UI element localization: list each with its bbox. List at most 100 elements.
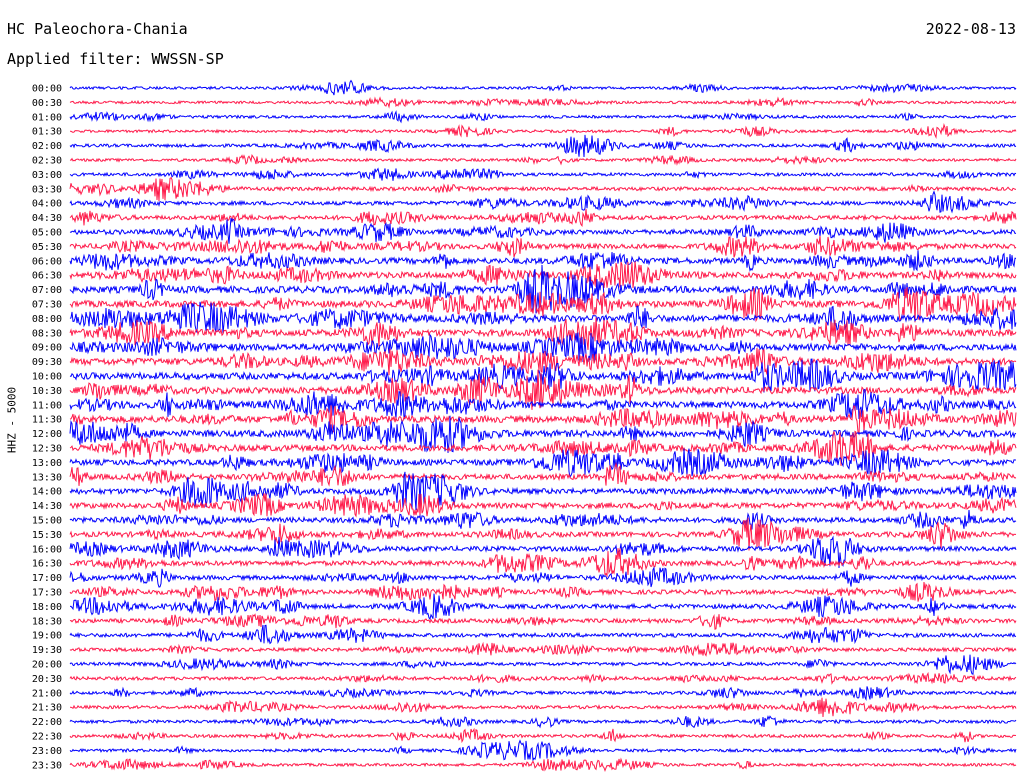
time-tick-label: 17:30 bbox=[32, 588, 62, 599]
station-title: HC Paleochora-Chania bbox=[7, 20, 188, 38]
seismic-trace bbox=[69, 517, 1017, 551]
time-tick-label: 17:00 bbox=[32, 573, 62, 584]
seismic-trace bbox=[69, 96, 1017, 109]
time-tick-label: 21:30 bbox=[32, 703, 62, 714]
time-tick-label: 09:00 bbox=[32, 343, 62, 354]
time-tick-label: 04:00 bbox=[32, 199, 62, 210]
time-tick-label: 03:00 bbox=[32, 170, 62, 181]
seismic-trace bbox=[69, 209, 1017, 227]
seismic-trace bbox=[69, 176, 1017, 202]
seismic-trace bbox=[69, 430, 1017, 466]
seismic-trace bbox=[69, 471, 1017, 511]
time-tick-label: 10:30 bbox=[32, 386, 62, 397]
seismic-trace bbox=[69, 358, 1017, 393]
seismic-trace bbox=[69, 671, 1017, 685]
time-tick-label: 00:00 bbox=[32, 84, 62, 95]
seismic-trace bbox=[69, 301, 1017, 334]
seismic-trace bbox=[69, 510, 1017, 530]
seismic-trace bbox=[69, 250, 1017, 272]
time-tick-label: 21:00 bbox=[32, 688, 62, 699]
seismic-trace bbox=[69, 264, 1017, 314]
time-tick-label: 22:00 bbox=[32, 717, 62, 728]
seismic-trace bbox=[69, 287, 1017, 323]
seismic-trace bbox=[69, 739, 1017, 762]
seismic-trace bbox=[69, 347, 1017, 376]
time-tick-label: 23:00 bbox=[32, 746, 62, 757]
time-tick-label: 20:00 bbox=[32, 660, 62, 671]
seismic-trace bbox=[69, 715, 1017, 729]
seismic-trace bbox=[69, 581, 1017, 602]
seismic-trace bbox=[69, 134, 1017, 158]
time-tick-label: 07:30 bbox=[32, 300, 62, 311]
seismic-trace bbox=[69, 613, 1017, 630]
time-tick-label: 01:30 bbox=[32, 127, 62, 138]
seismic-trace bbox=[69, 548, 1017, 578]
seismic-trace bbox=[69, 493, 1017, 518]
time-tick-label: 14:30 bbox=[32, 501, 62, 512]
time-tick-label: 02:00 bbox=[32, 141, 62, 152]
seismic-trace bbox=[69, 535, 1017, 569]
time-tick-label: 13:30 bbox=[32, 472, 62, 483]
time-tick-label: 08:30 bbox=[32, 328, 62, 339]
time-tick-label: 23:30 bbox=[32, 760, 62, 771]
time-tick-label: 12:30 bbox=[32, 444, 62, 455]
time-tick-label: 15:00 bbox=[32, 516, 62, 527]
seismic-trace bbox=[69, 566, 1017, 588]
time-tick-label: 05:30 bbox=[32, 242, 62, 253]
time-tick-label: 12:00 bbox=[32, 429, 62, 440]
time-tick-label: 03:30 bbox=[32, 184, 62, 195]
seismic-trace bbox=[69, 654, 1017, 675]
time-tick-label: 07:00 bbox=[32, 285, 62, 296]
seismic-trace bbox=[69, 79, 1017, 96]
time-tick-label: 20:30 bbox=[32, 674, 62, 685]
time-tick-label: 22:30 bbox=[32, 732, 62, 743]
time-tick-label: 11:00 bbox=[32, 400, 62, 411]
seismic-trace bbox=[69, 404, 1017, 436]
time-tick-label: 18:00 bbox=[32, 602, 62, 613]
time-tick-label: 16:30 bbox=[32, 559, 62, 570]
seismic-trace bbox=[69, 641, 1017, 657]
time-tick-label: 19:00 bbox=[32, 631, 62, 642]
seismic-trace bbox=[69, 593, 1017, 620]
seismic-trace bbox=[70, 697, 1017, 718]
time-tick-label: 15:30 bbox=[32, 530, 62, 541]
time-tick-label: 18:30 bbox=[32, 616, 62, 627]
seismic-trace bbox=[69, 727, 1017, 744]
time-tick-label: 05:00 bbox=[32, 228, 62, 239]
seismic-trace bbox=[69, 388, 1017, 420]
time-tick-label: 06:30 bbox=[32, 271, 62, 282]
seismic-trace bbox=[69, 261, 1017, 289]
time-tick-label: 00:30 bbox=[32, 98, 62, 109]
seismic-trace bbox=[69, 317, 1017, 350]
time-tick-label: 09:30 bbox=[32, 357, 62, 368]
seismic-trace bbox=[69, 624, 1017, 645]
seismic-trace bbox=[70, 123, 1017, 140]
trace-group bbox=[69, 79, 1017, 772]
seismic-trace bbox=[69, 167, 1017, 181]
seismic-trace bbox=[69, 190, 1017, 214]
tick-label-group: 00:00 00:30 01:00 01:30 02:00 02:30 03:00 03:30… bbox=[32, 84, 62, 772]
time-tick-label: 11:30 bbox=[32, 415, 62, 426]
seismic-trace bbox=[69, 415, 1017, 453]
time-tick-label: 10:00 bbox=[32, 372, 62, 383]
time-tick-label: 19:30 bbox=[32, 645, 62, 656]
time-tick-label: 14:00 bbox=[32, 487, 62, 498]
seismic-trace bbox=[69, 235, 1017, 258]
time-tick-label: 04:30 bbox=[32, 213, 62, 224]
time-tick-label: 01:00 bbox=[32, 112, 62, 123]
seismic-trace bbox=[69, 217, 1017, 244]
time-tick-label: 02:30 bbox=[32, 156, 62, 167]
seismic-trace bbox=[69, 369, 1017, 410]
seismic-trace bbox=[69, 154, 1017, 166]
seismic-trace bbox=[69, 686, 1017, 701]
time-tick-label: 13:00 bbox=[32, 458, 62, 469]
seismic-trace bbox=[69, 448, 1016, 479]
seismic-trace bbox=[69, 757, 1017, 772]
seismic-trace bbox=[69, 461, 1017, 487]
filter-label: Applied filter: WWSSN-SP bbox=[7, 50, 224, 68]
time-tick-label: 06:00 bbox=[32, 256, 62, 267]
date-label: 2022-08-13 bbox=[925, 20, 1016, 38]
seismic-trace bbox=[69, 110, 1017, 124]
time-tick-label: 08:00 bbox=[32, 314, 62, 325]
